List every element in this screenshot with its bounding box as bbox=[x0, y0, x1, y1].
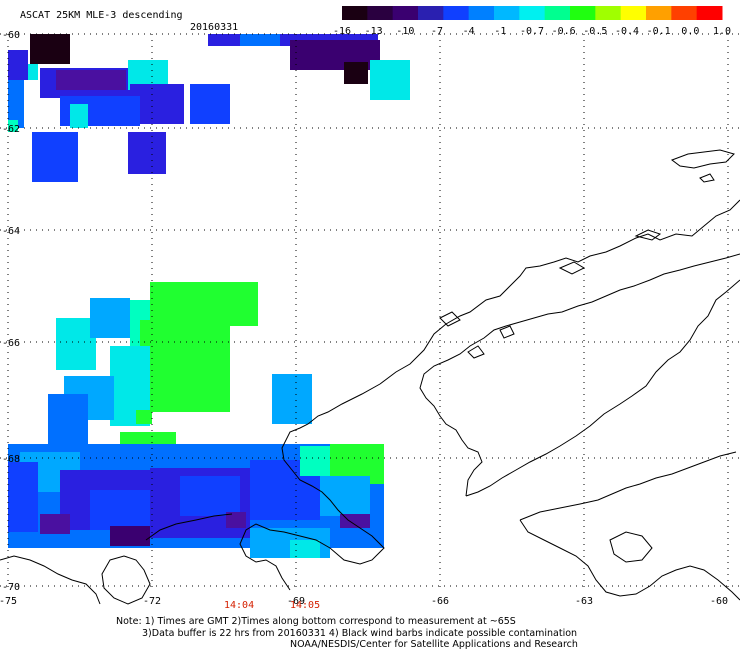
colorbar-segment bbox=[620, 6, 647, 20]
colorbar-segment bbox=[696, 6, 723, 20]
data-pixel bbox=[240, 34, 280, 46]
data-pixel bbox=[226, 512, 246, 528]
colorbar-tick-label: -4 bbox=[463, 26, 475, 37]
colorbar-segment bbox=[646, 6, 672, 20]
data-pixel bbox=[90, 298, 130, 338]
note-line-2: 3)Data buffer is 22 hrs from 20160331 4)… bbox=[142, 628, 577, 639]
colorbar-tick-label: -1 bbox=[494, 26, 506, 37]
colorbar-tick-label: -7 bbox=[431, 26, 443, 37]
colorbar-tick-label: -0.4 bbox=[615, 26, 639, 37]
colorbar-tick-label: 0.0 bbox=[681, 26, 699, 37]
lat-label: -70 bbox=[2, 582, 20, 593]
data-pixel bbox=[136, 410, 152, 424]
data-pixel bbox=[370, 60, 410, 100]
colorbar-tick-label: -0.6 bbox=[552, 26, 576, 37]
colorbar-tick-label: -0.5 bbox=[583, 26, 607, 37]
note-line-3: NOAA/NESDIS/Center for Satellite Applica… bbox=[290, 639, 578, 650]
colorbar-segment bbox=[494, 6, 520, 20]
data-pixel bbox=[40, 514, 70, 534]
data-pixel bbox=[344, 62, 368, 84]
data-pixel bbox=[8, 50, 28, 80]
colorbar-segment bbox=[595, 6, 622, 20]
colorbar-segment bbox=[570, 6, 596, 20]
lon-label: -63 bbox=[575, 596, 593, 607]
lon-label: -72 bbox=[143, 596, 161, 607]
data-pixel bbox=[150, 282, 258, 326]
note-line-1: Note: 1) Times are GMT 2)Times along bot… bbox=[116, 616, 516, 627]
data-pixel bbox=[28, 64, 38, 80]
data-pixel bbox=[90, 490, 150, 530]
data-pixel bbox=[8, 80, 24, 128]
colorbar-tick-label: -10 bbox=[396, 26, 414, 37]
lon-label: -66 bbox=[431, 596, 449, 607]
data-pixel bbox=[56, 70, 126, 90]
data-pixel bbox=[320, 476, 370, 516]
colorbar-tick-label: -16 bbox=[333, 26, 351, 37]
colorbar-segment bbox=[519, 6, 546, 20]
colorbar-tick-label: 1.0 bbox=[713, 26, 731, 37]
data-pixel bbox=[340, 514, 370, 528]
time-label-2: 14:05 bbox=[290, 600, 320, 611]
colorbar-segment bbox=[418, 6, 444, 20]
data-pixel bbox=[56, 318, 96, 370]
longitude-labels: -75 -72 -69 -66 -63 -60 bbox=[0, 596, 728, 607]
data-pixel bbox=[140, 320, 230, 412]
data-pixel bbox=[272, 374, 312, 424]
data-pixel bbox=[30, 34, 70, 64]
map-title: ASCAT 25KM MLE-3 descending bbox=[20, 10, 183, 21]
data-pixel bbox=[8, 462, 38, 532]
lon-label: -60 bbox=[710, 596, 728, 607]
lat-label: -66 bbox=[2, 338, 20, 349]
colorbar-segment bbox=[443, 6, 470, 20]
lat-label: -62 bbox=[2, 124, 20, 135]
data-pixel bbox=[48, 394, 88, 444]
data-pixel bbox=[180, 476, 240, 516]
lon-label: -69 bbox=[287, 596, 305, 607]
colorbar: -16 -13 -10 -7 -4 -1 -0.7 -0.6 -0.5 -0.4 -0.1 0.0 1.… bbox=[333, 6, 731, 37]
colorbar-tick-label: -13 bbox=[365, 26, 383, 37]
time-label-1: 14:04 bbox=[224, 600, 254, 611]
lat-label: -64 bbox=[2, 226, 20, 237]
colorbar-segment bbox=[544, 6, 571, 20]
map-date: 20160331 bbox=[190, 22, 238, 33]
data-pixel bbox=[8, 120, 18, 132]
wind-data-swath bbox=[8, 34, 410, 558]
coastline bbox=[0, 149, 740, 605]
lat-label: -60 bbox=[2, 30, 20, 41]
colorbar-segment bbox=[367, 6, 394, 20]
colorbar-segment bbox=[342, 6, 368, 20]
latitude-labels: -60 -62 -64 -66 -68 -70 bbox=[2, 30, 20, 593]
data-pixel bbox=[128, 132, 166, 174]
data-pixel bbox=[32, 132, 78, 182]
colorbar-tick-label: -0.1 bbox=[647, 26, 671, 37]
data-pixel bbox=[190, 84, 230, 124]
data-pixel bbox=[290, 540, 320, 558]
data-pixel bbox=[70, 104, 88, 128]
colorbar-segment bbox=[392, 6, 419, 20]
lon-label: -75 bbox=[0, 596, 17, 607]
colorbar-segment bbox=[671, 6, 698, 20]
lat-label: -68 bbox=[2, 454, 20, 465]
data-pixel bbox=[110, 526, 150, 546]
colorbar-segment bbox=[468, 6, 495, 20]
colorbar-tick-label: -0.7 bbox=[520, 26, 544, 37]
